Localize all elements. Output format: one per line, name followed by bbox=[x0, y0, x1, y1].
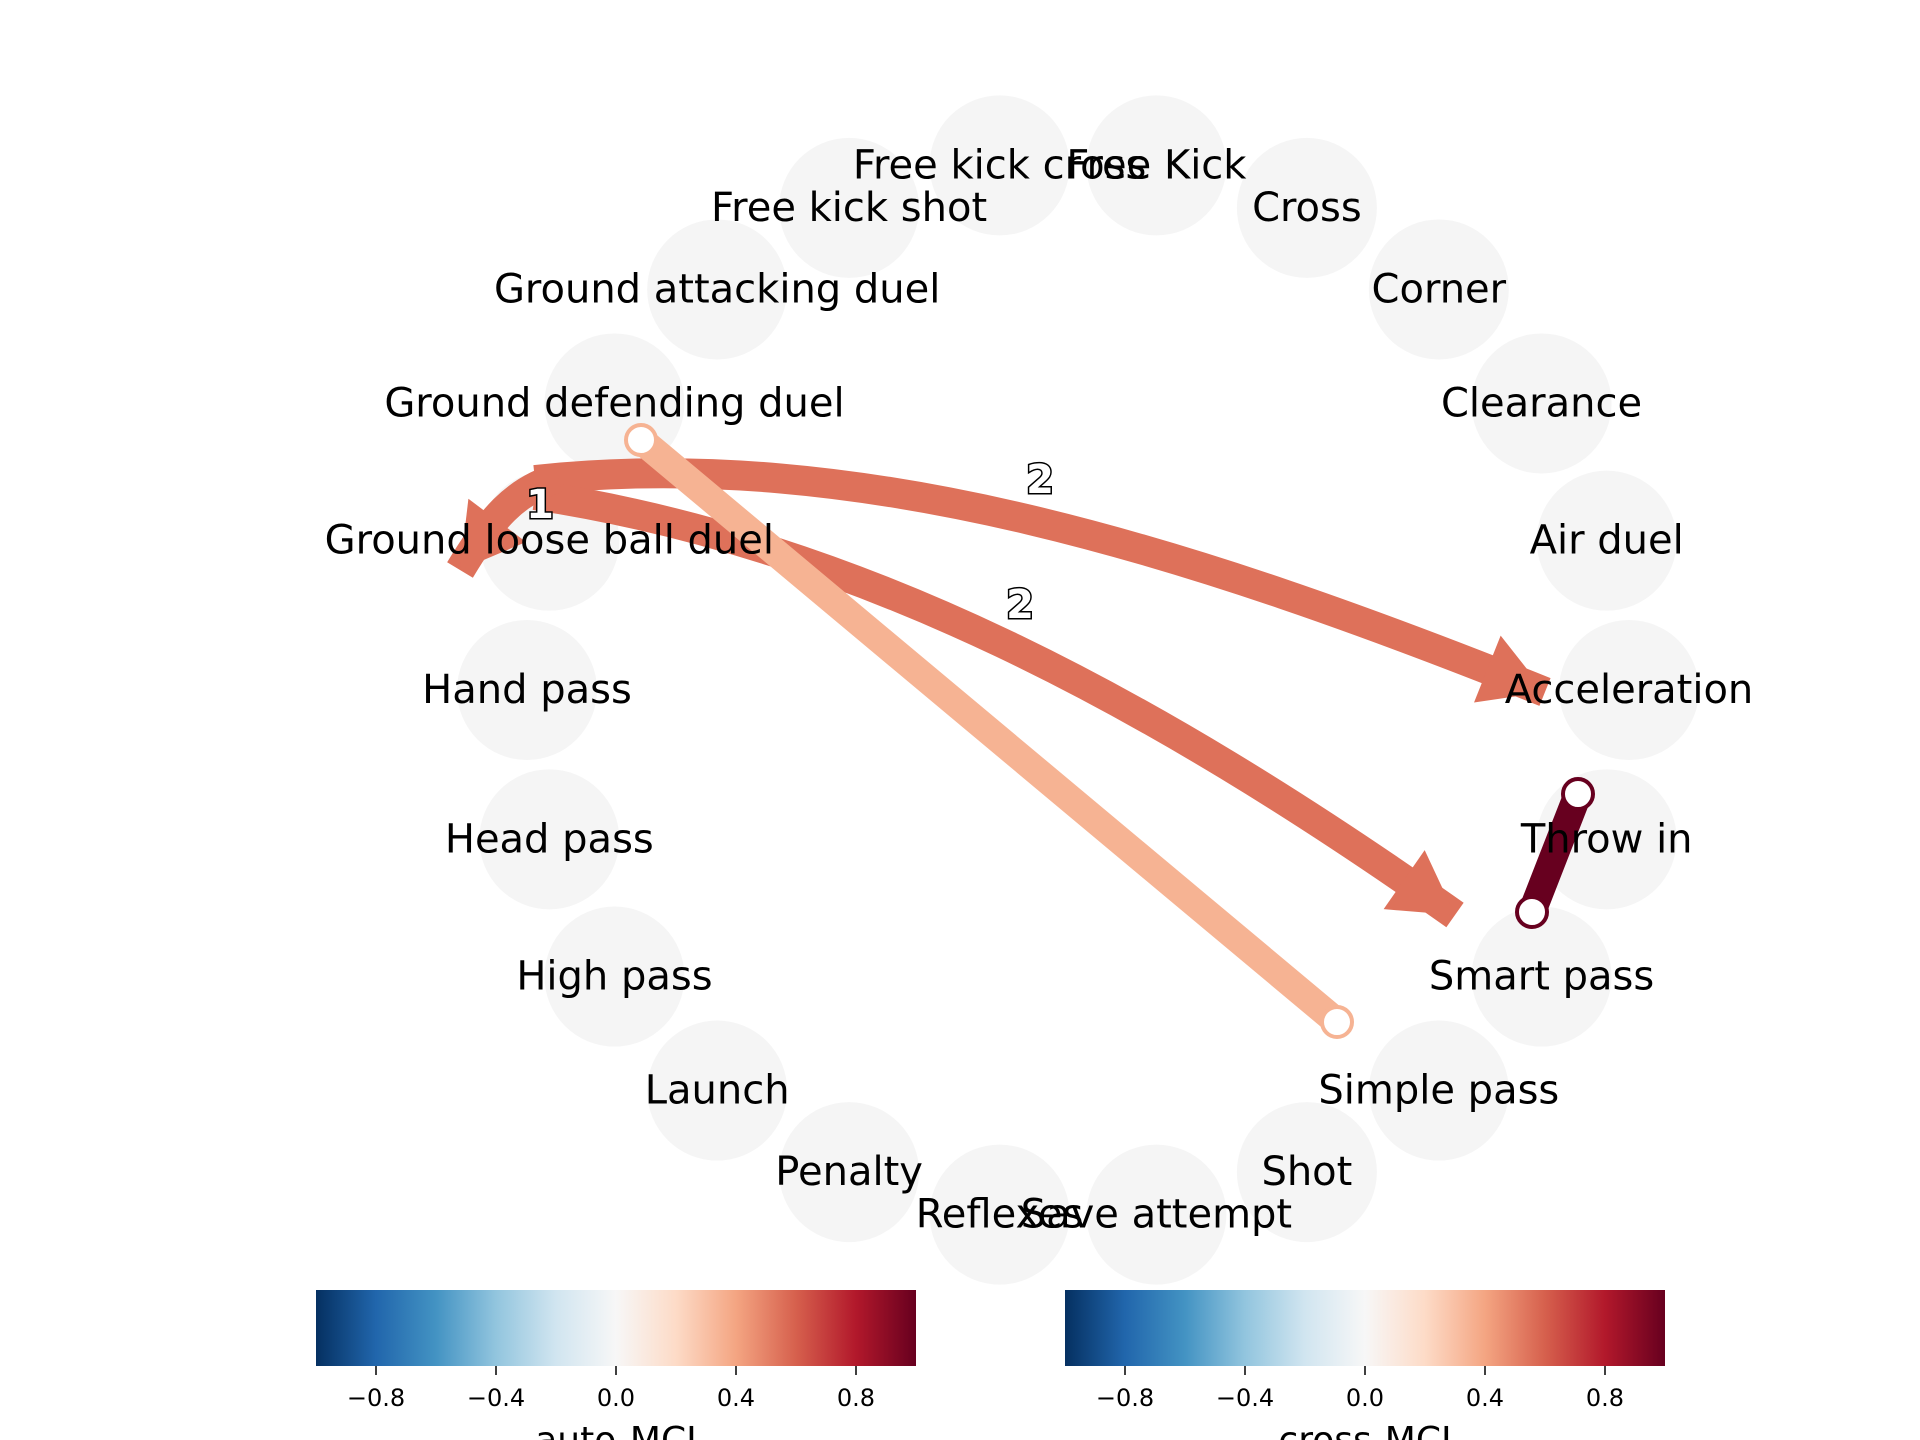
node-label-cross: Cross bbox=[1252, 185, 1362, 231]
edges bbox=[447, 423, 1595, 1039]
edge-labels: 2 2 1 bbox=[525, 456, 1056, 630]
node-label-smart-pass: Smart pass bbox=[1429, 954, 1654, 1000]
colorbar-tick-label-auto-mci-4: 0.8 bbox=[837, 1384, 875, 1412]
edge-lag-label-gdd-self-loop: 1 bbox=[526, 482, 554, 528]
node-label-air-duel: Air duel bbox=[1530, 518, 1684, 564]
node-label-throw-in: Throw in bbox=[1520, 816, 1693, 862]
edge-endpoint-acceleration-smart-pass-1 bbox=[1515, 895, 1549, 929]
node-smart-pass bbox=[1471, 906, 1612, 1047]
node-clearance bbox=[1471, 333, 1612, 474]
node-head-pass bbox=[479, 769, 620, 910]
node-label-shot: Shot bbox=[1261, 1149, 1352, 1195]
node-reflexes bbox=[929, 1144, 1070, 1285]
edge-line-acceleration-smart-pass bbox=[1518, 780, 1592, 926]
colorbar-gradient-cross-mci bbox=[1065, 1290, 1665, 1366]
node-label-ground-defending-duel: Ground defending duel bbox=[384, 380, 844, 426]
colorbar-tick-label-cross-mci-2: 0.0 bbox=[1346, 1384, 1384, 1412]
node-label-reflexes: Reflexes bbox=[916, 1192, 1084, 1238]
edge-line-gdd-to-smart-pass bbox=[532, 480, 1464, 928]
node-shot bbox=[1236, 1102, 1377, 1243]
edge-gad-simple-pass bbox=[624, 423, 1354, 1039]
node-cross bbox=[1236, 137, 1377, 278]
colorbar-tick-label-cross-mci-4: 0.8 bbox=[1586, 1384, 1624, 1412]
node-label-head-pass: Head pass bbox=[445, 816, 654, 862]
colorbar-tick-label-auto-mci-1: −0.4 bbox=[467, 1384, 525, 1412]
node-label-clearance: Clearance bbox=[1441, 380, 1642, 426]
edge-endpoint-gad-simple-pass-0 bbox=[624, 423, 658, 457]
node-corner bbox=[1368, 219, 1509, 360]
node-acceleration bbox=[1559, 620, 1699, 760]
colorbar-tick-label-cross-mci-0: −0.8 bbox=[1096, 1384, 1154, 1412]
node-label-launch: Launch bbox=[645, 1068, 790, 1114]
node-label-free-kick-shot: Free kick shot bbox=[711, 185, 987, 231]
node-label-corner: Corner bbox=[1372, 266, 1507, 312]
colorbar-title-auto-mci: auto-MCI bbox=[535, 1420, 697, 1440]
node-save-attempt bbox=[1086, 1144, 1227, 1285]
edge-endpoint-gad-simple-pass-1 bbox=[1320, 1005, 1354, 1039]
node-air-duel bbox=[1536, 470, 1677, 611]
colorbar-title-cross-mci: cross-MCI bbox=[1278, 1420, 1451, 1440]
node-high-pass bbox=[544, 906, 685, 1047]
node-ground-attacking-duel bbox=[647, 219, 788, 360]
node-hand-pass bbox=[457, 620, 597, 760]
colorbar-cross-mci: −0.8 −0.4 0.0 0.4 0.8 cross-MCI bbox=[1065, 1290, 1665, 1440]
edge-endpoint-acceleration-smart-pass-0 bbox=[1561, 777, 1595, 811]
node-free-kick-shot bbox=[779, 137, 920, 278]
edge-gdd-to-smart-pass bbox=[532, 480, 1464, 928]
node-label-free-kick-cross: Free kick cross bbox=[853, 142, 1146, 188]
colorbar-tick-label-cross-mci-1: −0.4 bbox=[1216, 1384, 1274, 1412]
node-label-penalty: Penalty bbox=[775, 1149, 923, 1195]
node-label-high-pass: High pass bbox=[516, 954, 712, 1000]
edge-arrowhead-gdd-self-loop bbox=[460, 498, 526, 570]
edge-arrowhead-gdd-to-acceleration bbox=[1474, 635, 1545, 703]
node-label-simple-pass: Simple pass bbox=[1318, 1068, 1559, 1114]
colorbar-tick-label-auto-mci-2: 0.0 bbox=[597, 1384, 635, 1412]
node-simple-pass bbox=[1368, 1020, 1509, 1161]
edge-lag-label-gdd-to-acceleration: 2 bbox=[1026, 457, 1054, 503]
colorbars: −0.8 −0.4 0.0 0.4 0.8 auto-MCI −0.8 −0.4 0.0 0.4 0… bbox=[316, 1290, 1665, 1440]
edge-line-gad-simple-pass bbox=[627, 426, 1351, 1036]
edge-lag-label-gdd-to-smart-pass: 2 bbox=[1006, 582, 1034, 628]
colorbar-gradient-auto-mci bbox=[316, 1290, 916, 1366]
colorbar-auto-mci: −0.8 −0.4 0.0 0.4 0.8 auto-MCI bbox=[316, 1290, 916, 1440]
colorbar-tick-label-cross-mci-3: 0.4 bbox=[1466, 1384, 1504, 1412]
node-free-kick-cross bbox=[929, 95, 1070, 236]
edge-gdd-self-loop bbox=[447, 463, 563, 578]
node-launch bbox=[647, 1020, 788, 1161]
colorbar-tick-label-auto-mci-3: 0.4 bbox=[717, 1384, 755, 1412]
node-free-kick bbox=[1086, 95, 1227, 236]
node-label-save-attempt: Save attempt bbox=[1021, 1192, 1292, 1238]
node-label-free-kick: Free Kick bbox=[1066, 142, 1247, 188]
node-label-ground-attacking-duel: Ground attacking duel bbox=[494, 266, 940, 312]
edge-acceleration-smart-pass bbox=[1515, 777, 1595, 929]
node-penalty bbox=[779, 1102, 920, 1243]
node-label-ground-loose-ball-duel: Ground loose ball duel bbox=[325, 518, 774, 564]
node-label-hand-pass: Hand pass bbox=[422, 667, 632, 713]
colorbar-tick-label-auto-mci-0: −0.8 bbox=[347, 1384, 405, 1412]
edge-arrowhead-gdd-to-smart-pass bbox=[1383, 850, 1455, 915]
node-label-acceleration: Acceleration bbox=[1505, 667, 1754, 713]
